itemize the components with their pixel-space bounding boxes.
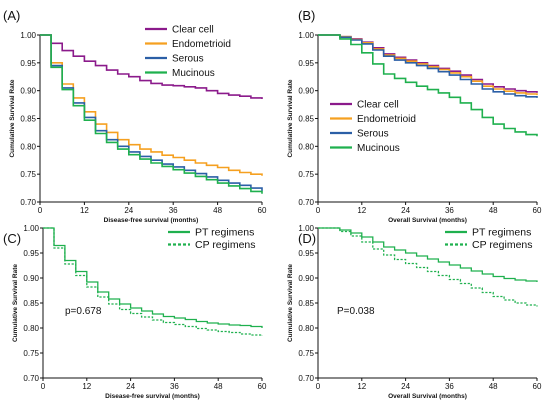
x-tick-label: 24: [124, 206, 133, 215]
y-tick-label: 0.95: [20, 59, 36, 68]
x-tick-label: 0: [38, 206, 43, 215]
x-tick-label: 12: [80, 206, 89, 215]
y-tick-label: 0.90: [23, 274, 39, 283]
x-tick-label: 24: [401, 382, 410, 391]
x-axis-title: Overall Survival (months): [388, 217, 467, 224]
legend-label: Mucinous: [172, 68, 215, 79]
legend-label: CP regimens: [472, 239, 533, 251]
y-tick-label: 0.85: [298, 115, 314, 124]
y-tick-label: 0.75: [298, 349, 314, 358]
x-axis-title: Disease-free survival (months): [104, 217, 199, 224]
x-tick-label: 60: [533, 382, 542, 391]
y-tick-label: 1.00: [298, 224, 314, 233]
x-tick-label: 0: [316, 206, 321, 215]
series-line-mucinous: [40, 34, 263, 194]
y-tick-label: 0.90: [20, 87, 36, 96]
y-tick-label: 0.95: [23, 249, 39, 258]
y-axis-title: Cumulative Survival Rate: [12, 264, 19, 342]
series-line-pt-regimens: [43, 227, 263, 328]
x-tick-label: 0: [316, 382, 321, 391]
x-tick-label: 12: [82, 382, 91, 391]
series-line-cp-regimens: [318, 227, 538, 307]
x-tick-label: 48: [489, 382, 498, 391]
x-tick-label: 12: [357, 382, 366, 391]
x-tick-label: 24: [126, 382, 135, 391]
x-tick-label: 60: [533, 206, 542, 215]
legend: Clear cell Endometrioid Serous Mucinous: [330, 100, 416, 154]
series-line-serous: [318, 34, 538, 98]
x-tick-label: 60: [258, 382, 267, 391]
x-tick-label: 36: [170, 382, 179, 391]
x-tick-label: 0: [41, 382, 46, 391]
x-tick-label: 12: [357, 206, 366, 215]
y-tick-label: 0.85: [20, 115, 36, 124]
chart-panel-a: (A) 0 12 24 36 48 60 0.70 0.75 0.80 0.85 0.90 0.95 1.…: [3, 8, 267, 224]
y-tick-label: 0.70: [298, 374, 314, 383]
y-axis-title: Cumulative Survival Rate: [287, 79, 294, 157]
x-tick-label: 36: [445, 206, 454, 215]
y-tick-label: 0.75: [20, 170, 36, 179]
y-tick-label: 0.70: [20, 198, 36, 207]
y-tick-label: 0.95: [298, 249, 314, 258]
x-axis-title: Disease-free survival (months): [105, 393, 200, 400]
y-tick-label: 0.75: [298, 170, 314, 179]
legend-label: Serous: [172, 54, 204, 65]
series-line-endometrioid: [318, 34, 538, 96]
chart-panel-c: (C) 0 12 24 36 48 60 0.70 0.75 0.80 0.85 0.90 0.95 1.…: [3, 224, 267, 400]
series-line-cp-regimens: [43, 227, 263, 336]
chart-panel-b: (B) 0 12 24 36 48 60 0.70 0.75 0.80 0.85 0.90 0.95 1.…: [287, 8, 542, 224]
series-line-pt-regimens: [318, 227, 538, 282]
panel-label: (D): [298, 231, 316, 246]
y-tick-label: 0.80: [23, 324, 39, 333]
legend-label: Serous: [357, 129, 389, 140]
legend-label: Endometrioid: [357, 114, 416, 125]
y-tick-label: 0.80: [20, 142, 36, 151]
legend-label: PT regimens: [472, 227, 531, 239]
panel-label: (A): [3, 8, 20, 23]
y-tick-label: 0.90: [298, 274, 314, 283]
legend-label: Clear cell: [357, 100, 399, 111]
legend-label: Clear cell: [172, 25, 214, 36]
y-tick-label: 0.90: [298, 87, 314, 96]
y-tick-label: 1.00: [298, 31, 314, 40]
legend-label: Endometrioid: [172, 39, 231, 50]
p-value-annotation: p=0.678: [65, 306, 102, 317]
y-tick-label: 0.75: [23, 349, 39, 358]
y-tick-label: 0.70: [23, 374, 39, 383]
y-tick-label: 0.85: [23, 299, 39, 308]
y-tick-label: 0.85: [298, 299, 314, 308]
x-tick-label: 48: [213, 206, 222, 215]
y-tick-label: 1.00: [23, 224, 39, 233]
x-tick-label: 24: [401, 206, 410, 215]
y-tick-label: 0.80: [298, 324, 314, 333]
x-tick-label: 48: [214, 382, 223, 391]
legend-label: CP regimens: [195, 239, 256, 251]
x-tick-label: 48: [489, 206, 498, 215]
y-axis-title: Cumulative Survival Rate: [287, 264, 294, 342]
legend: Clear cell Endometrioid Serous Mucinous: [145, 25, 231, 79]
p-value-annotation: P=0.038: [337, 306, 375, 317]
series-line-mucinous: [318, 34, 538, 137]
panel-label: (B): [298, 8, 315, 23]
x-tick-label: 60: [258, 206, 267, 215]
legend-label: Mucinous: [357, 143, 400, 154]
y-tick-label: 1.00: [20, 31, 36, 40]
series-line-endometrioid: [40, 34, 263, 176]
y-axis-title: Cumulative Survival Rate: [9, 79, 16, 157]
x-tick-label: 36: [169, 206, 178, 215]
x-tick-label: 36: [445, 382, 454, 391]
panel-label: (C): [3, 231, 21, 246]
chart-panel-d: (D) 0 12 24 36 48 60 0.70 0.75 0.80 0.85 0.90 0.95 1.…: [287, 224, 542, 400]
y-tick-label: 0.80: [298, 142, 314, 151]
y-tick-label: 0.95: [298, 59, 314, 68]
legend-label: PT regimens: [195, 227, 254, 239]
series-line-clear-cell: [40, 34, 263, 99]
x-axis-title: Overall Survival (months): [388, 393, 467, 400]
y-tick-label: 0.70: [298, 198, 314, 207]
